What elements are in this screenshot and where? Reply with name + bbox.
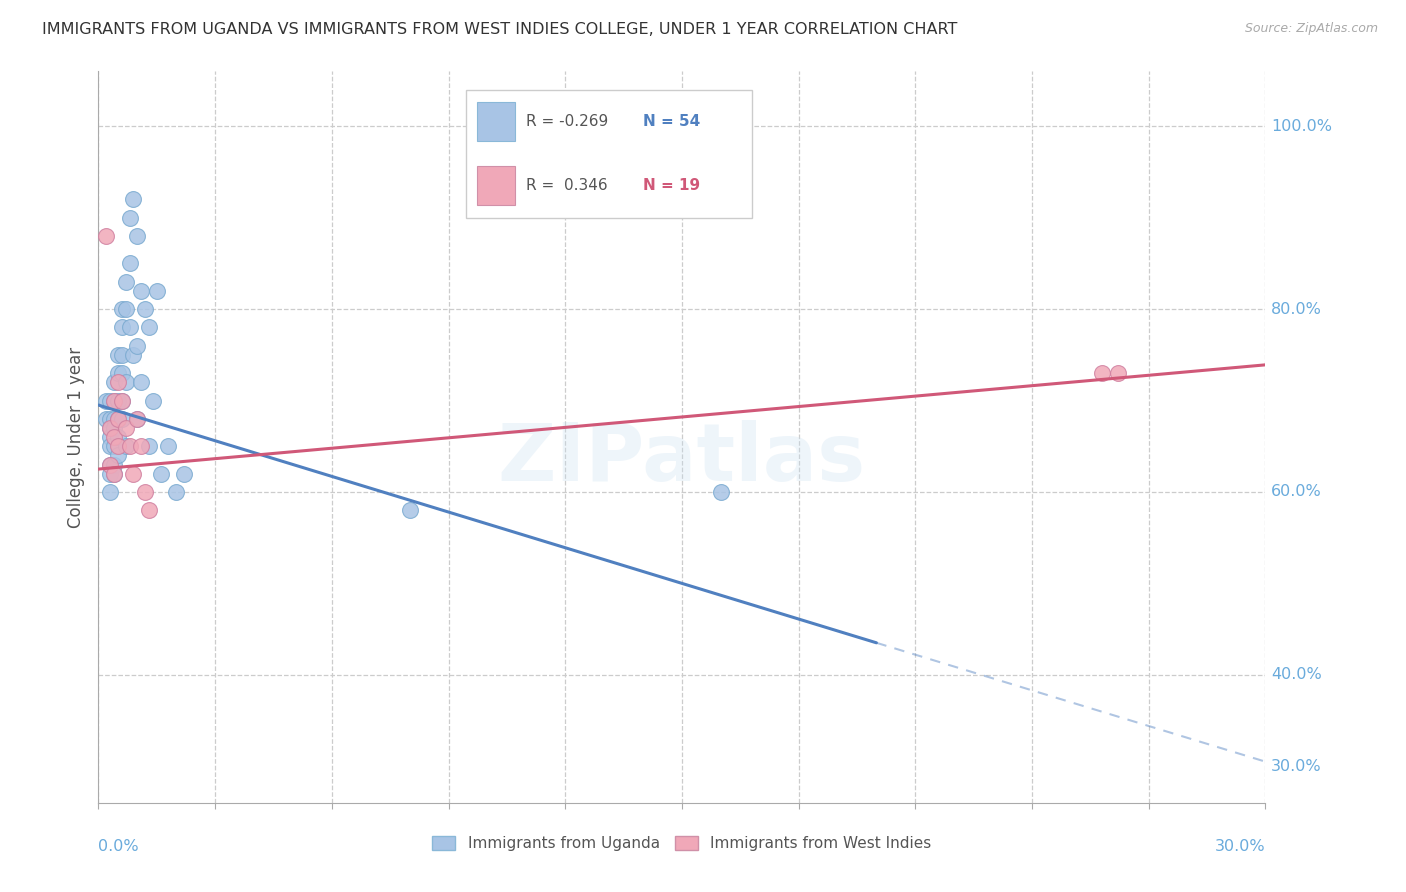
Point [107, 393, 129, 408]
Point [114, 275, 136, 289]
Point [157, 439, 180, 453]
Point [96, 412, 118, 426]
Point [96, 228, 118, 243]
Point [98, 458, 121, 472]
Point [98, 485, 121, 500]
Legend: Immigrants from Uganda, Immigrants from West Indies: Immigrants from Uganda, Immigrants from … [426, 830, 938, 857]
Point [103, 458, 125, 472]
Point [103, 412, 125, 426]
Point [111, 320, 134, 334]
Point [114, 439, 136, 453]
Point [127, 412, 149, 426]
Point [107, 412, 129, 426]
Point [103, 467, 125, 481]
Point [111, 366, 134, 380]
Point [98, 393, 121, 408]
Point [173, 467, 195, 481]
Point [103, 467, 125, 481]
Point [98, 421, 121, 435]
Point [127, 338, 149, 352]
Text: 40.0%: 40.0% [1271, 667, 1322, 682]
Point [107, 430, 129, 444]
Point [107, 366, 129, 380]
Point [1091, 366, 1114, 380]
Point [98, 430, 121, 444]
Point [107, 375, 129, 389]
Point [103, 393, 125, 408]
Point [96, 393, 118, 408]
Text: 80.0%: 80.0% [1271, 301, 1322, 317]
Point [114, 375, 136, 389]
Point [398, 503, 420, 517]
Point [165, 485, 187, 500]
Point [138, 439, 160, 453]
Point [107, 412, 129, 426]
Point [107, 439, 129, 453]
Text: 60.0%: 60.0% [1271, 484, 1322, 500]
Point [118, 211, 141, 225]
Point [98, 439, 121, 453]
Point [1107, 366, 1129, 380]
Point [129, 439, 152, 453]
Point [129, 375, 152, 389]
Point [107, 448, 129, 462]
Point [122, 467, 145, 481]
Point [103, 393, 125, 408]
Point [114, 421, 136, 435]
Point [122, 348, 145, 362]
Point [111, 393, 134, 408]
Point [98, 467, 121, 481]
Point [111, 301, 134, 317]
Point [111, 348, 134, 362]
Point [103, 421, 125, 435]
Point [146, 284, 169, 298]
Point [111, 412, 134, 426]
Point [98, 412, 121, 426]
Text: 0.0%: 0.0% [98, 839, 139, 855]
Text: Source: ZipAtlas.com: Source: ZipAtlas.com [1244, 22, 1378, 36]
Point [114, 301, 136, 317]
Point [142, 393, 165, 408]
Text: 30.0%: 30.0% [1271, 759, 1322, 773]
Point [103, 430, 125, 444]
Text: 30.0%: 30.0% [1215, 839, 1265, 855]
Point [710, 485, 733, 500]
Point [111, 393, 134, 408]
Point [118, 439, 141, 453]
Text: 100.0%: 100.0% [1271, 119, 1333, 134]
Point [127, 228, 149, 243]
Point [134, 301, 156, 317]
Point [122, 192, 145, 206]
Y-axis label: College, Under 1 year: College, Under 1 year [66, 346, 84, 528]
Text: IMMIGRANTS FROM UGANDA VS IMMIGRANTS FROM WEST INDIES COLLEGE, UNDER 1 YEAR CORR: IMMIGRANTS FROM UGANDA VS IMMIGRANTS FRO… [42, 22, 957, 37]
Point [118, 320, 141, 334]
Point [98, 458, 121, 472]
Point [134, 485, 156, 500]
Point [107, 348, 129, 362]
Point [149, 467, 172, 481]
Point [129, 284, 152, 298]
Point [98, 421, 121, 435]
Point [118, 256, 141, 270]
Point [138, 320, 160, 334]
Point [103, 375, 125, 389]
Text: ZIPatlas: ZIPatlas [498, 420, 866, 498]
Point [138, 503, 160, 517]
Point [103, 439, 125, 453]
Point [127, 412, 149, 426]
